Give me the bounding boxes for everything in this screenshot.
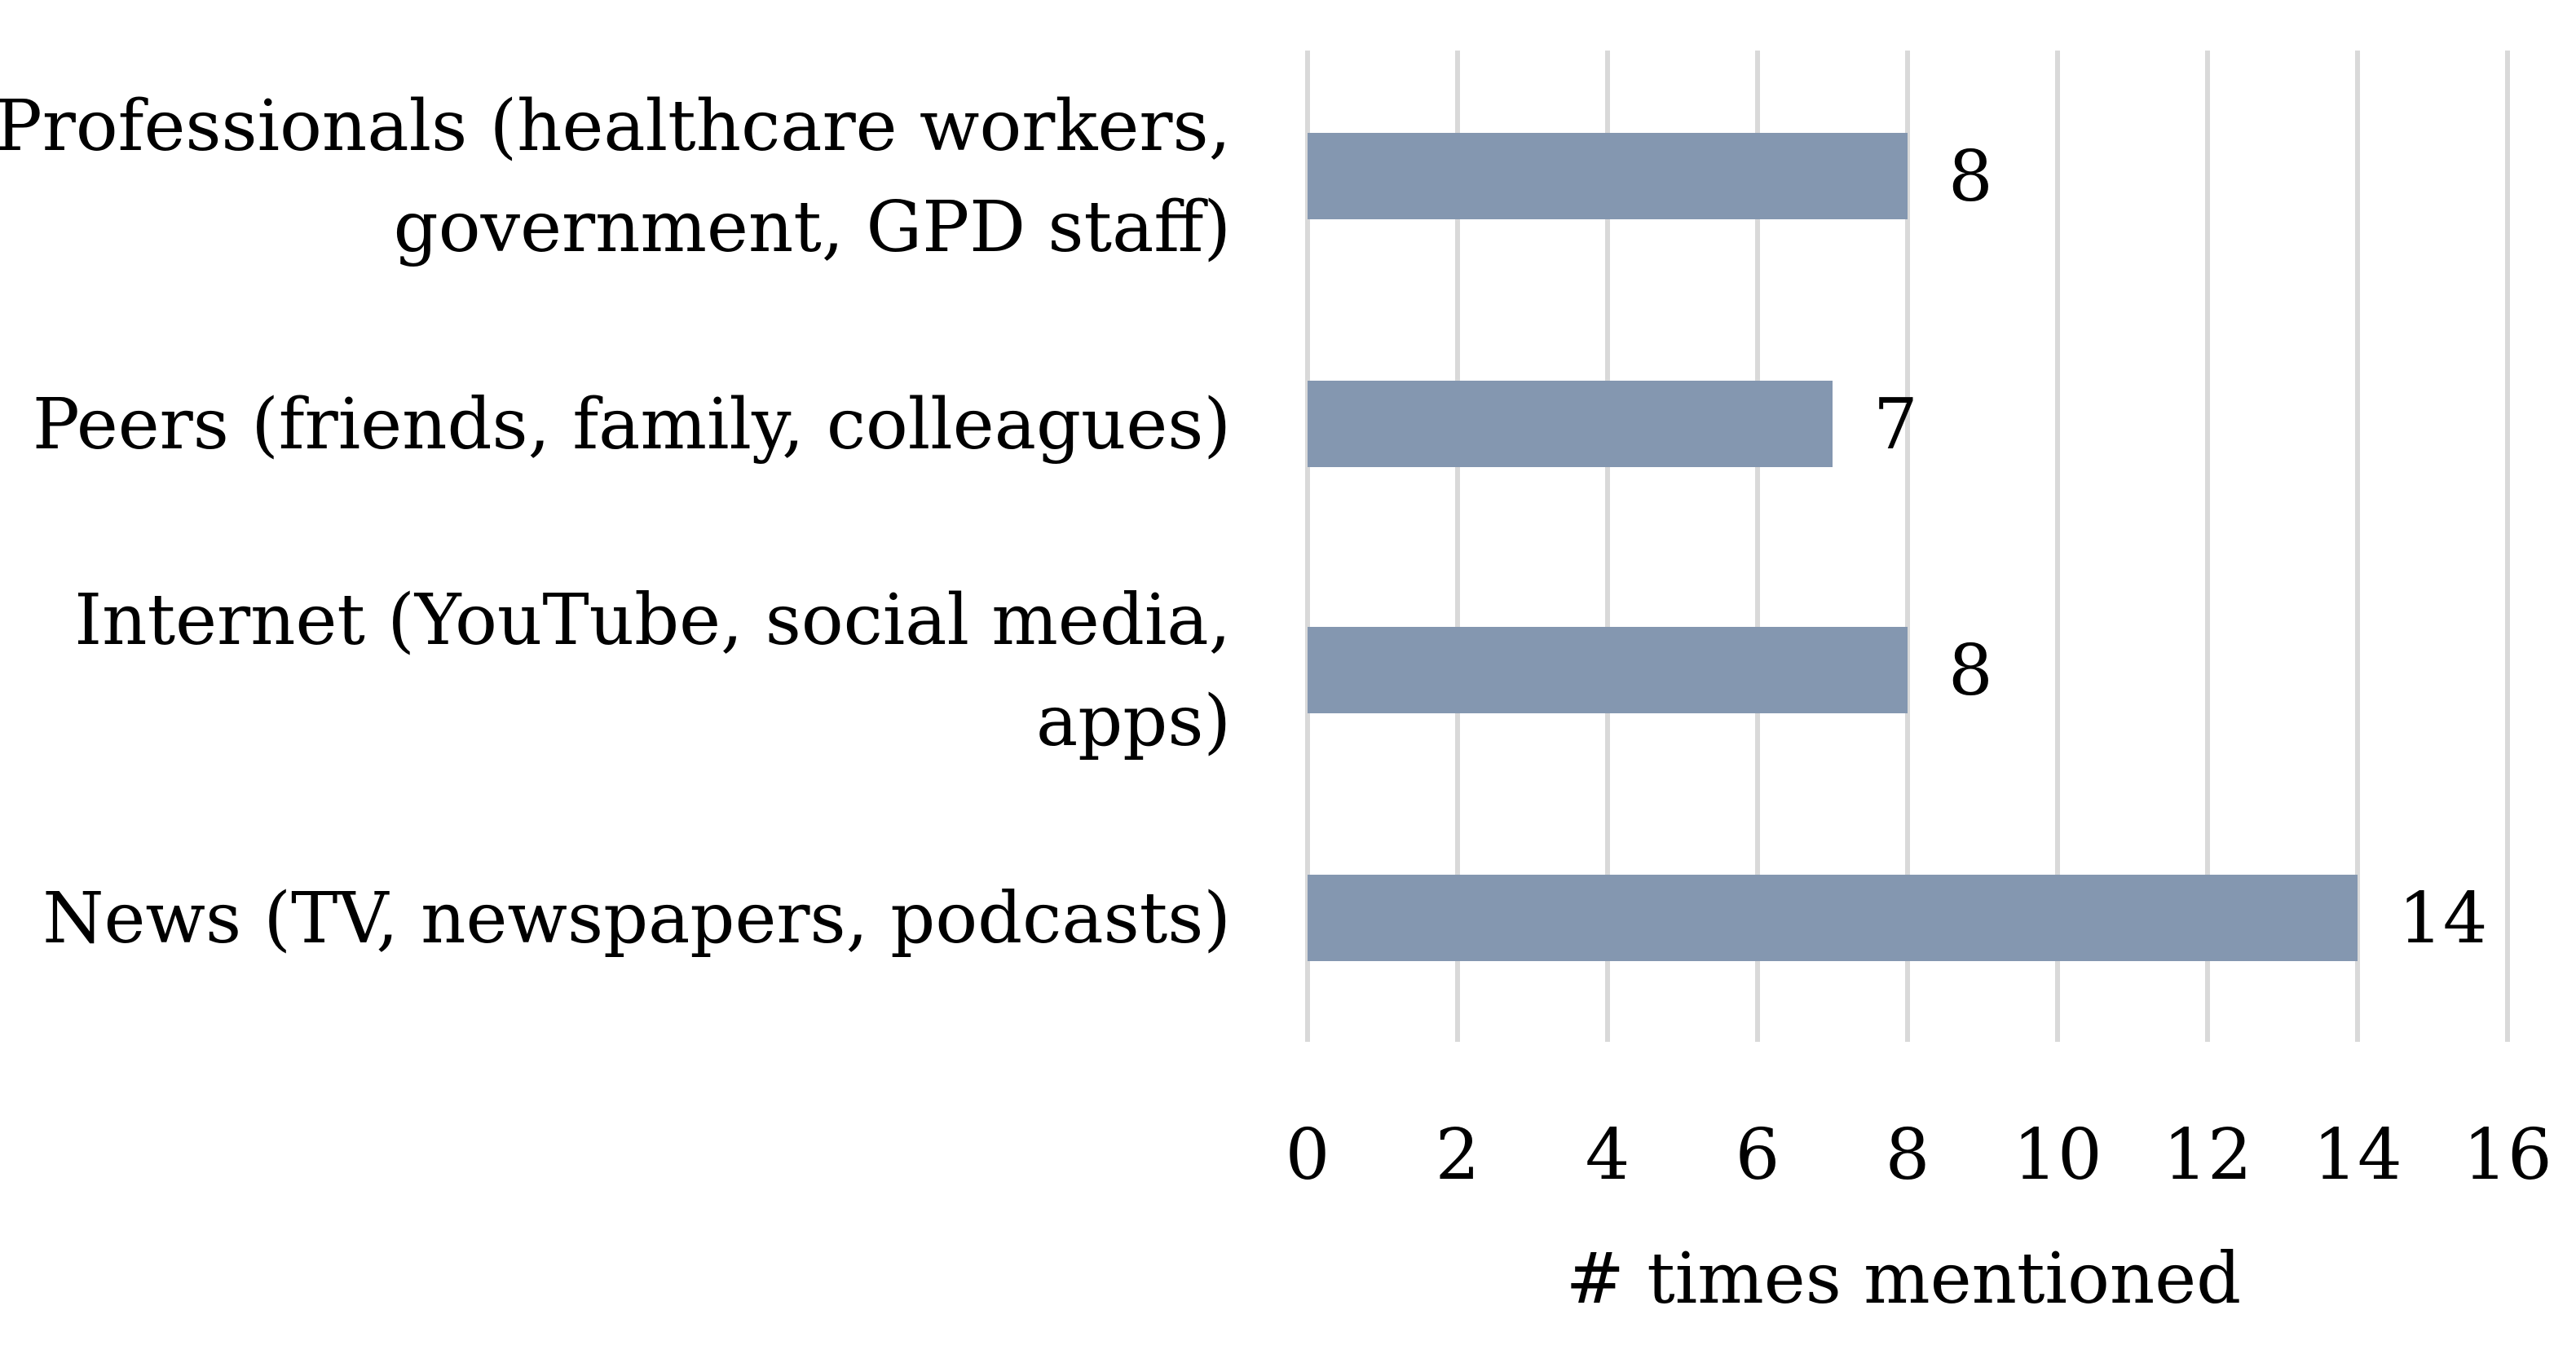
x-tick-label: 8 [1886, 1114, 1930, 1196]
data-label: 14 [2398, 878, 2487, 959]
data-label: 7 [1873, 384, 1918, 465]
x-tick-label: 14 [2313, 1114, 2402, 1196]
data-label: 8 [1948, 630, 1993, 712]
bar [1308, 381, 1833, 467]
x-tick-label: 2 [1436, 1114, 1480, 1196]
category-label: Internet (YouTube, social media, [74, 580, 1231, 661]
data-labels: 8 7 8 14 [1873, 136, 2487, 959]
x-tick-label: 0 [1286, 1114, 1330, 1196]
category-label: News (TV, newspapers, podcasts) [42, 878, 1231, 959]
category-label: apps) [1036, 681, 1231, 762]
x-tick-label: 6 [1736, 1114, 1780, 1196]
category-labels: Professionals (healthcare workers, govern… [0, 86, 1231, 959]
x-tick-label: 4 [1586, 1114, 1630, 1196]
bar [1308, 875, 2358, 961]
category-label: Professionals (healthcare workers, [0, 86, 1231, 167]
x-axis-title: # times mentioned [1566, 1238, 2241, 1320]
bars [1308, 133, 2358, 961]
bar [1308, 627, 1908, 713]
category-label: government, GPD staff) [394, 187, 1231, 268]
x-tick-label: 12 [2163, 1114, 2252, 1196]
bar [1308, 133, 1908, 219]
category-label: Peers (friends, family, colleagues) [33, 384, 1231, 465]
x-tick-label: 16 [2463, 1114, 2552, 1196]
x-tick-label: 10 [2013, 1114, 2102, 1196]
x-tick-labels: 0 2 4 6 8 10 12 14 16 [1286, 1114, 2552, 1196]
data-label: 8 [1948, 136, 1993, 218]
